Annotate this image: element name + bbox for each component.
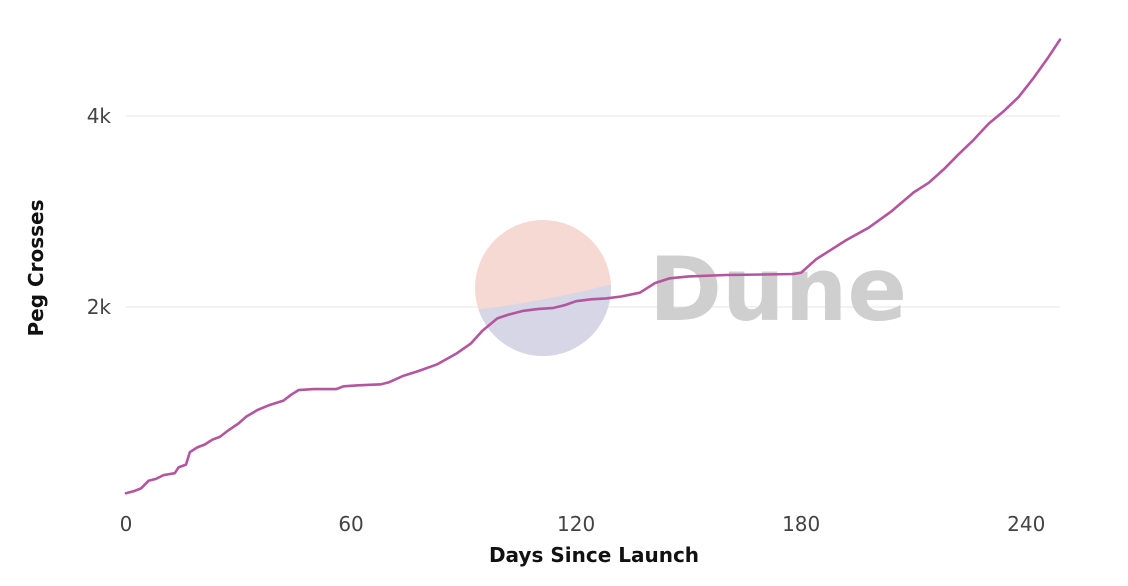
series-layer bbox=[124, 38, 1062, 495]
y-tick-label: 2k bbox=[87, 295, 112, 319]
watermark-text: Dune bbox=[649, 238, 907, 341]
y-axis-ticks: 2k 4k bbox=[87, 104, 112, 319]
y-axis-title: Peg Crosses bbox=[24, 199, 48, 336]
x-axis-title: Days Since Launch bbox=[489, 543, 699, 567]
x-tick-label: 60 bbox=[338, 512, 363, 536]
x-tick-label: 0 bbox=[120, 512, 133, 536]
x-axis-ticks: 0 60 120 180 240 bbox=[120, 512, 1046, 536]
dune-watermark: Dune bbox=[475, 220, 907, 356]
x-tick-label: 120 bbox=[557, 512, 595, 536]
y-tick-label: 4k bbox=[87, 104, 112, 128]
x-tick-label: 240 bbox=[1007, 512, 1045, 536]
x-tick-label: 180 bbox=[782, 512, 820, 536]
series-line-0 bbox=[124, 38, 1062, 495]
